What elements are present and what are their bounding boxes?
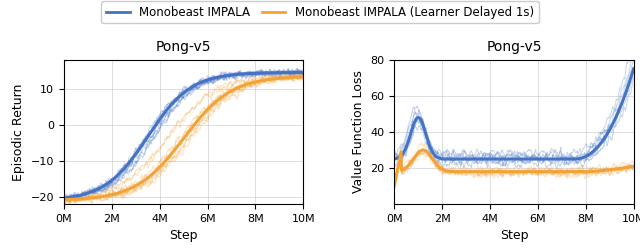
Legend: Monobeast IMPALA, Monobeast IMPALA (Learner Delayed 1s): Monobeast IMPALA, Monobeast IMPALA (Lear… <box>101 1 539 23</box>
X-axis label: Step: Step <box>500 230 528 243</box>
X-axis label: Step: Step <box>170 230 198 243</box>
Title: Pong-v5: Pong-v5 <box>486 40 541 55</box>
Y-axis label: Episodic Return: Episodic Return <box>12 83 25 181</box>
Y-axis label: Value Function Loss: Value Function Loss <box>352 70 365 193</box>
Title: Pong-v5: Pong-v5 <box>156 40 211 55</box>
